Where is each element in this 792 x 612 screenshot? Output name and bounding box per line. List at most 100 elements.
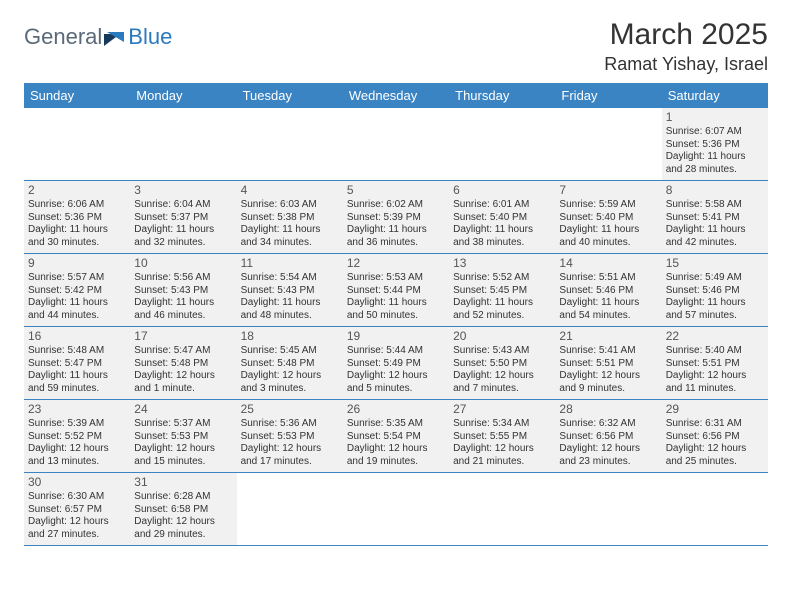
weekday-thu: Thursday <box>449 83 555 108</box>
day-detail: Sunset: 6:58 PM <box>134 504 232 517</box>
day-detail: Sunrise: 5:39 AM <box>28 418 126 431</box>
day-detail: and 1 minute. <box>134 383 232 396</box>
week-row: 16Sunrise: 5:48 AMSunset: 5:47 PMDayligh… <box>24 327 768 400</box>
day-detail: Sunset: 5:41 PM <box>666 212 764 225</box>
day-detail: Sunset: 5:53 PM <box>134 431 232 444</box>
day-detail: Sunset: 5:42 PM <box>28 285 126 298</box>
day-detail: Sunset: 5:44 PM <box>347 285 445 298</box>
day-number: 9 <box>28 256 126 271</box>
day-detail: Daylight: 11 hours <box>28 297 126 310</box>
day-number: 8 <box>666 183 764 198</box>
day-detail: Sunset: 5:46 PM <box>559 285 657 298</box>
day-number: 15 <box>666 256 764 271</box>
day-cell: 24Sunrise: 5:37 AMSunset: 5:53 PMDayligh… <box>130 400 236 472</box>
day-detail: Daylight: 12 hours <box>559 443 657 456</box>
day-detail: and 9 minutes. <box>559 383 657 396</box>
day-detail: Sunset: 5:40 PM <box>559 212 657 225</box>
day-detail: Sunrise: 5:53 AM <box>347 272 445 285</box>
day-cell <box>343 473 449 545</box>
day-detail: Daylight: 11 hours <box>666 224 764 237</box>
day-detail: Daylight: 11 hours <box>28 224 126 237</box>
day-detail: Daylight: 11 hours <box>559 297 657 310</box>
day-number: 28 <box>559 402 657 417</box>
day-detail: Daylight: 11 hours <box>453 297 551 310</box>
day-detail: Sunset: 5:36 PM <box>666 139 764 152</box>
day-detail: Sunrise: 5:49 AM <box>666 272 764 285</box>
brand-logo: General Blue <box>24 24 172 50</box>
day-number: 29 <box>666 402 764 417</box>
brand-part1: General <box>24 24 102 50</box>
day-detail: Sunrise: 5:48 AM <box>28 345 126 358</box>
day-detail: Daylight: 11 hours <box>559 224 657 237</box>
day-detail: and 29 minutes. <box>134 529 232 542</box>
day-detail: and 46 minutes. <box>134 310 232 323</box>
day-cell <box>237 108 343 180</box>
day-detail: Sunrise: 6:30 AM <box>28 491 126 504</box>
day-number: 5 <box>347 183 445 198</box>
day-cell: 11Sunrise: 5:54 AMSunset: 5:43 PMDayligh… <box>237 254 343 326</box>
day-detail: Daylight: 12 hours <box>241 443 339 456</box>
day-cell <box>449 108 555 180</box>
day-number: 31 <box>134 475 232 490</box>
day-detail: Sunset: 5:54 PM <box>347 431 445 444</box>
day-number: 22 <box>666 329 764 344</box>
day-detail: Daylight: 11 hours <box>666 297 764 310</box>
day-detail: Daylight: 11 hours <box>666 151 764 164</box>
day-detail: Sunset: 5:48 PM <box>241 358 339 371</box>
day-detail: Sunrise: 5:54 AM <box>241 272 339 285</box>
day-detail: and 44 minutes. <box>28 310 126 323</box>
day-detail: Daylight: 11 hours <box>134 297 232 310</box>
day-detail: Daylight: 11 hours <box>28 370 126 383</box>
day-number: 3 <box>134 183 232 198</box>
day-detail: and 17 minutes. <box>241 456 339 469</box>
day-detail: and 27 minutes. <box>28 529 126 542</box>
day-cell: 6Sunrise: 6:01 AMSunset: 5:40 PMDaylight… <box>449 181 555 253</box>
day-number: 13 <box>453 256 551 271</box>
day-number: 11 <box>241 256 339 271</box>
day-cell: 27Sunrise: 5:34 AMSunset: 5:55 PMDayligh… <box>449 400 555 472</box>
weekday-wed: Wednesday <box>343 83 449 108</box>
day-number: 19 <box>347 329 445 344</box>
day-cell: 1Sunrise: 6:07 AMSunset: 5:36 PMDaylight… <box>662 108 768 180</box>
day-detail: Daylight: 12 hours <box>347 443 445 456</box>
week-row: 30Sunrise: 6:30 AMSunset: 6:57 PMDayligh… <box>24 473 768 546</box>
day-detail: Sunrise: 5:34 AM <box>453 418 551 431</box>
flag-icon <box>104 28 126 46</box>
day-detail: Sunset: 5:52 PM <box>28 431 126 444</box>
week-row: 1Sunrise: 6:07 AMSunset: 5:36 PMDaylight… <box>24 108 768 181</box>
day-detail: Sunset: 5:39 PM <box>347 212 445 225</box>
day-cell: 29Sunrise: 6:31 AMSunset: 6:56 PMDayligh… <box>662 400 768 472</box>
title-block: March 2025 Ramat Yishay, Israel <box>604 18 768 75</box>
day-detail: Daylight: 11 hours <box>241 224 339 237</box>
day-cell: 10Sunrise: 5:56 AMSunset: 5:43 PMDayligh… <box>130 254 236 326</box>
day-detail: Daylight: 12 hours <box>28 443 126 456</box>
day-detail: and 15 minutes. <box>134 456 232 469</box>
day-detail: and 36 minutes. <box>347 237 445 250</box>
day-detail: Sunset: 5:48 PM <box>134 358 232 371</box>
day-detail: Daylight: 12 hours <box>134 370 232 383</box>
day-number: 27 <box>453 402 551 417</box>
day-detail: Sunset: 5:50 PM <box>453 358 551 371</box>
day-number: 23 <box>28 402 126 417</box>
weekday-tue: Tuesday <box>237 83 343 108</box>
day-number: 7 <box>559 183 657 198</box>
day-detail: Sunrise: 6:02 AM <box>347 199 445 212</box>
day-cell: 7Sunrise: 5:59 AMSunset: 5:40 PMDaylight… <box>555 181 661 253</box>
day-cell: 28Sunrise: 6:32 AMSunset: 6:56 PMDayligh… <box>555 400 661 472</box>
day-detail: and 25 minutes. <box>666 456 764 469</box>
day-cell <box>662 473 768 545</box>
day-detail: Sunrise: 5:58 AM <box>666 199 764 212</box>
weekday-header: Sunday Monday Tuesday Wednesday Thursday… <box>24 83 768 108</box>
location: Ramat Yishay, Israel <box>604 54 768 75</box>
day-number: 18 <box>241 329 339 344</box>
day-cell: 20Sunrise: 5:43 AMSunset: 5:50 PMDayligh… <box>449 327 555 399</box>
day-number: 12 <box>347 256 445 271</box>
day-detail: and 13 minutes. <box>28 456 126 469</box>
day-cell <box>555 473 661 545</box>
day-detail: Sunrise: 5:59 AM <box>559 199 657 212</box>
day-number: 26 <box>347 402 445 417</box>
day-cell <box>343 108 449 180</box>
day-number: 14 <box>559 256 657 271</box>
day-cell: 13Sunrise: 5:52 AMSunset: 5:45 PMDayligh… <box>449 254 555 326</box>
day-detail: Sunset: 5:45 PM <box>453 285 551 298</box>
